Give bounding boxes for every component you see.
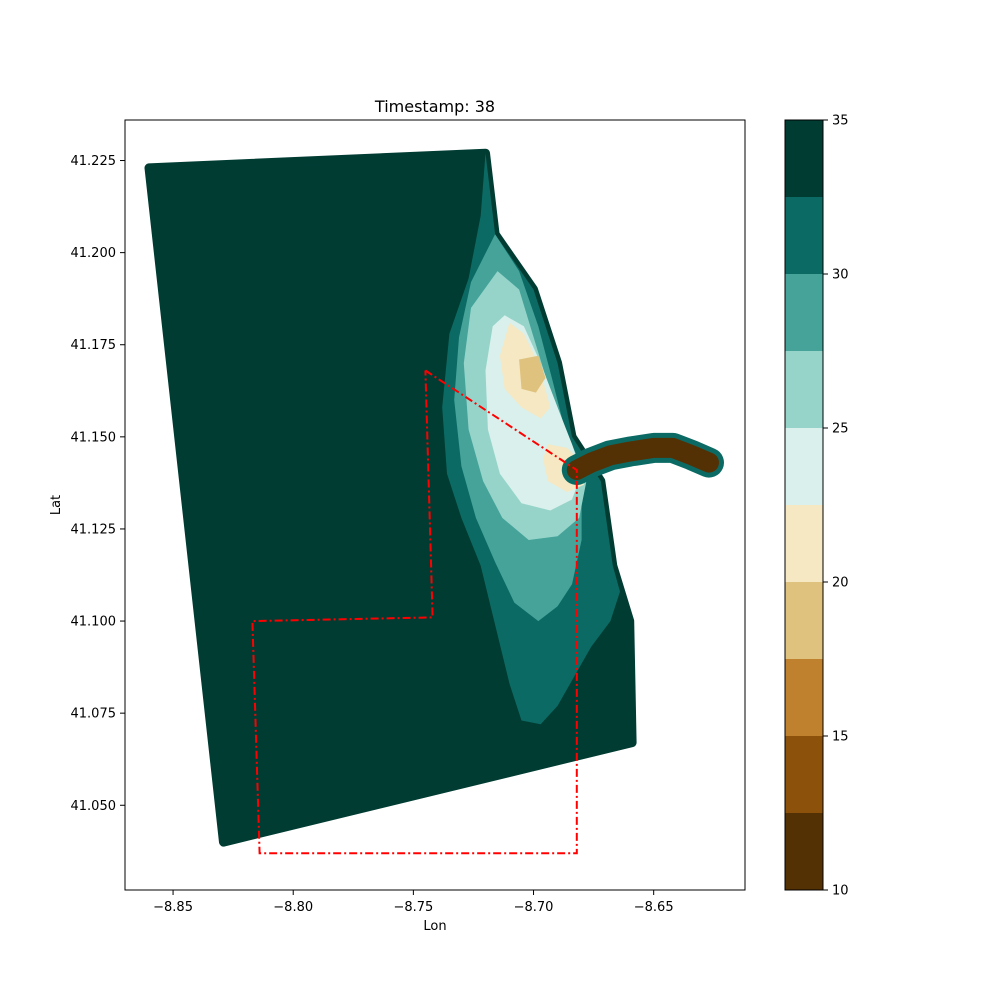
x-axis-ticks: −8.85 −8.80 −8.75 −8.70 −8.65 bbox=[153, 890, 674, 915]
x-axis-label: Lon bbox=[423, 919, 446, 934]
y-tick-label: 41.100 bbox=[71, 615, 117, 630]
x-tick-label: −8.80 bbox=[273, 900, 313, 915]
y-tick-label: 41.175 bbox=[71, 338, 117, 353]
y-axis-label: Lat bbox=[49, 495, 64, 515]
colorbar-band bbox=[785, 197, 823, 274]
colorbar-ticks: 10 15 20 25 30 35 bbox=[823, 114, 849, 899]
colorbar-band bbox=[785, 659, 823, 736]
colorbar-tick-label: 20 bbox=[832, 576, 849, 591]
salinity-zone-6 bbox=[519, 355, 546, 393]
colorbar-tick-label: 10 bbox=[832, 884, 849, 899]
x-tick-label: −8.85 bbox=[153, 900, 193, 915]
y-tick-label: 41.150 bbox=[71, 430, 117, 445]
colorbar-tick-label: 25 bbox=[832, 422, 849, 437]
y-tick-label: 41.200 bbox=[71, 246, 117, 261]
river-plume bbox=[566, 437, 719, 480]
colorbar-tick-label: 35 bbox=[832, 114, 849, 129]
colorbar-frame bbox=[784, 119, 824, 891]
colorbar-tick-label: 15 bbox=[832, 730, 849, 745]
x-tick-label: −8.75 bbox=[393, 900, 433, 915]
colorbar-band bbox=[785, 428, 823, 505]
x-tick-label: −8.65 bbox=[634, 900, 674, 915]
y-tick-label: 41.125 bbox=[71, 522, 117, 537]
data-layer bbox=[144, 148, 724, 855]
colorbar-band bbox=[785, 813, 823, 890]
colorbar-band bbox=[785, 120, 823, 197]
colorbar-band bbox=[785, 736, 823, 813]
colorbar-band bbox=[785, 274, 823, 351]
y-tick-label: 41.225 bbox=[71, 154, 117, 169]
colorbar-band bbox=[785, 351, 823, 428]
colorbar bbox=[785, 120, 823, 890]
colorbar-tick-label: 30 bbox=[832, 268, 849, 283]
colorbar-band bbox=[785, 582, 823, 659]
colorbar-band bbox=[785, 505, 823, 582]
y-tick-label: 41.050 bbox=[71, 799, 117, 814]
y-tick-label: 41.075 bbox=[71, 707, 117, 722]
y-axis-ticks: 41.050 41.075 41.100 41.125 41.150 41.175 41.2… bbox=[71, 154, 125, 814]
plot-frame bbox=[124, 119, 746, 891]
chart-title: Timestamp: 38 bbox=[374, 97, 495, 116]
x-tick-label: −8.70 bbox=[514, 900, 554, 915]
boundary-line bbox=[251, 369, 578, 855]
